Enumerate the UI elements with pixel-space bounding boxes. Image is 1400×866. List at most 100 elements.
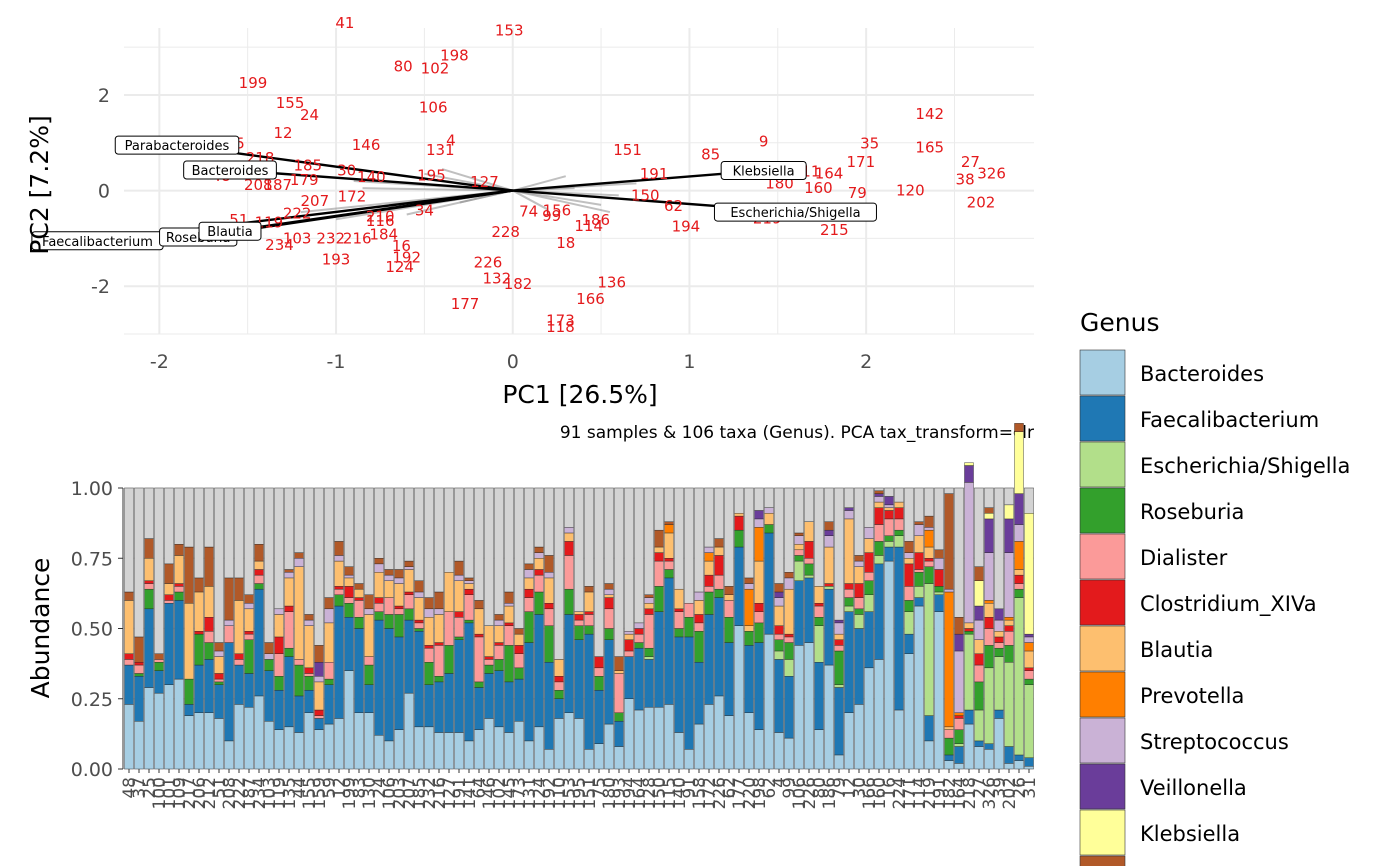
bar-segment bbox=[274, 653, 284, 677]
legend: Genus Bacteroides Faecalibacterium Escheri… bbox=[1079, 308, 1350, 866]
bar-segment bbox=[344, 597, 354, 604]
bar-segment bbox=[194, 591, 204, 632]
bar-segment bbox=[874, 501, 884, 508]
bar-segment bbox=[914, 597, 924, 607]
bar-segment bbox=[404, 569, 414, 593]
bar-segment bbox=[354, 583, 364, 590]
bar-segment bbox=[834, 687, 844, 756]
bar-segment bbox=[444, 611, 454, 646]
bar-stack bbox=[244, 487, 254, 770]
bar-segment bbox=[694, 614, 704, 624]
pca-sample-label: 193 bbox=[322, 250, 351, 268]
bar-segment bbox=[644, 603, 654, 610]
bar-segment bbox=[424, 608, 434, 618]
bar-segment bbox=[284, 605, 294, 612]
bar-segment bbox=[394, 636, 404, 730]
bar-x-tick-label: 216 bbox=[430, 777, 450, 809]
bar-segment bbox=[204, 712, 214, 770]
pca-y-tick-label: -2 bbox=[91, 276, 110, 298]
bar-stack bbox=[514, 487, 524, 770]
bar-segment bbox=[694, 723, 704, 770]
bar-segment bbox=[394, 583, 404, 607]
bar-segment bbox=[144, 588, 154, 610]
bar-segment bbox=[184, 603, 194, 680]
bar-segment bbox=[714, 695, 724, 770]
bar-segment bbox=[424, 662, 434, 685]
bar-segment-other bbox=[634, 487, 644, 624]
bar-segment bbox=[464, 583, 474, 590]
bar-segment bbox=[914, 521, 924, 525]
bar-segment bbox=[654, 611, 664, 708]
pca-sample-label: 177 bbox=[451, 295, 480, 313]
bar-segment bbox=[624, 656, 634, 699]
bar-segment bbox=[884, 535, 894, 542]
bar-x-tick-label: 16 bbox=[880, 777, 900, 799]
bar-segment bbox=[574, 639, 584, 719]
bar-segment bbox=[554, 681, 564, 691]
bar-segment bbox=[364, 656, 374, 666]
bar-stack bbox=[924, 487, 934, 770]
bar-x-tick-label: 203 bbox=[390, 777, 410, 809]
bar-segment bbox=[384, 569, 394, 576]
bar-segment-other bbox=[504, 487, 514, 593]
bar-segment bbox=[744, 712, 754, 770]
bar-segment bbox=[534, 558, 544, 570]
bar-segment bbox=[954, 712, 964, 716]
bar-segment bbox=[804, 521, 814, 542]
bar-stack bbox=[744, 487, 754, 770]
bar-segment bbox=[454, 639, 464, 733]
bar-segment bbox=[974, 664, 984, 683]
bar-x-tick-label: 180 bbox=[600, 777, 620, 809]
bar-segment bbox=[214, 650, 224, 657]
pca-taxon-arrow bbox=[229, 189, 513, 233]
bar-segment bbox=[674, 636, 684, 733]
bar-segment bbox=[724, 642, 734, 716]
bar-segment-other bbox=[224, 487, 234, 579]
bar-segment bbox=[1014, 431, 1024, 494]
bar-segment bbox=[154, 659, 164, 663]
bar-stack bbox=[564, 487, 574, 770]
bar-stack bbox=[584, 487, 594, 770]
bar-segment bbox=[304, 625, 314, 669]
bar-segment bbox=[804, 558, 814, 565]
bar-segment bbox=[464, 588, 474, 595]
bar-x-tick-label: 27 bbox=[970, 777, 990, 799]
bar-segment bbox=[144, 580, 154, 584]
bar-segment bbox=[164, 583, 174, 595]
bar-segment bbox=[834, 754, 844, 770]
pca-sample-label: 4 bbox=[446, 131, 456, 149]
bar-x-tick-label: 75 bbox=[590, 777, 610, 799]
bar-segment bbox=[624, 698, 634, 770]
bar-segment bbox=[944, 729, 954, 739]
bar-segment bbox=[264, 721, 274, 770]
legend-swatch bbox=[1079, 579, 1126, 626]
bar-x-tick-label: 44 bbox=[290, 777, 310, 799]
bar-stack bbox=[984, 487, 994, 770]
bar-segment bbox=[754, 560, 764, 604]
bar-segment-other bbox=[494, 487, 504, 615]
bar-segment-other bbox=[974, 487, 984, 567]
bar-segment bbox=[554, 676, 564, 683]
bar-segment-other bbox=[294, 487, 304, 553]
pca-sample-label: 18 bbox=[556, 234, 575, 252]
bar-segment bbox=[244, 603, 254, 610]
bar-segment bbox=[354, 628, 364, 714]
bar-segment bbox=[814, 625, 824, 663]
bar-stack bbox=[524, 487, 534, 770]
bar-segment-other bbox=[714, 487, 724, 539]
legend-item: Veillonella bbox=[1079, 763, 1247, 810]
bar-segment bbox=[134, 662, 144, 666]
bar-segment bbox=[304, 690, 314, 714]
bar-stack bbox=[624, 487, 634, 770]
bar-segment bbox=[564, 527, 574, 534]
bar-segment bbox=[154, 662, 164, 671]
bar-segment bbox=[524, 611, 534, 643]
bar-segment bbox=[894, 535, 904, 548]
pca-taxon-label: Faecalibacterium bbox=[31, 231, 164, 251]
bar-segment bbox=[774, 732, 784, 770]
bar-segment bbox=[484, 625, 494, 657]
legend-swatch bbox=[1079, 349, 1126, 396]
bar-segment bbox=[854, 555, 864, 562]
bar-segment bbox=[1014, 541, 1024, 570]
bar-segment bbox=[774, 639, 784, 652]
